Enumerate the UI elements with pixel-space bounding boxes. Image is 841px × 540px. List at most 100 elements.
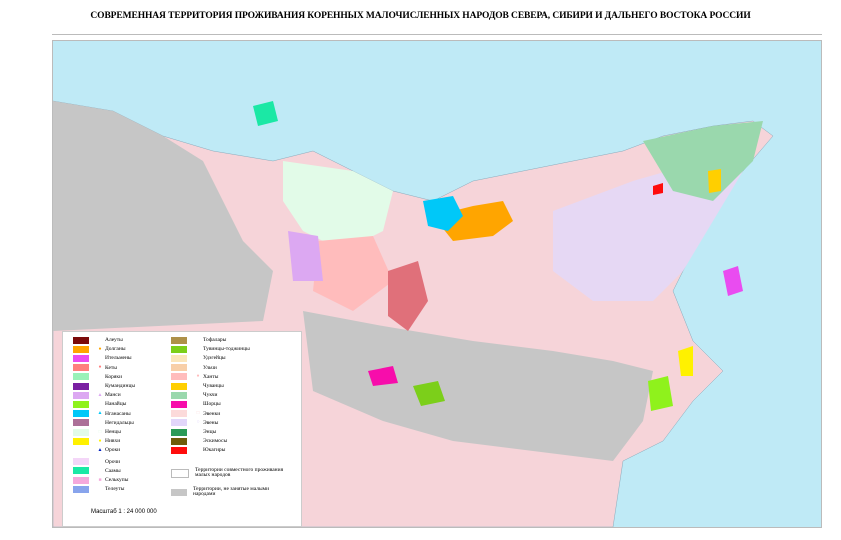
- legend-label: Территории совместного проживания малых …: [195, 467, 284, 478]
- selkup-ket: [388, 261, 428, 331]
- legend-item: Юкагиры: [171, 446, 225, 454]
- legend-swatch: [171, 488, 187, 496]
- legend-swatch: [73, 428, 89, 436]
- legend-swatch: [73, 467, 89, 475]
- legend-swatch: [171, 373, 187, 381]
- legend-label: Ненцы: [105, 429, 121, 435]
- legend-label: Удэгейцы: [203, 355, 226, 362]
- legend-symbol-icon: ●: [98, 365, 102, 371]
- legend-item: Чуванцы: [171, 382, 224, 390]
- nivkh: [678, 346, 693, 376]
- legend-item: Нанайцы: [73, 400, 126, 408]
- legend-item: Энцы: [171, 428, 216, 436]
- yukagir: [653, 183, 663, 195]
- legend-label: Саамы: [105, 467, 121, 474]
- tuvin-todzhin: [413, 381, 445, 406]
- legend-symbol-icon: ■: [98, 477, 102, 483]
- legend-item-none: Территории, не занятые малыми народами: [171, 484, 283, 500]
- legend-item: Коряки: [73, 373, 122, 381]
- legend-swatch: [171, 428, 187, 436]
- legend-item: ▲ Нганасаны: [73, 410, 131, 418]
- legend-swatch: [171, 410, 187, 418]
- legend-item: □ Ненцы: [73, 428, 121, 436]
- legend-swatch: [171, 336, 187, 344]
- legend-label: Ульчи: [203, 364, 217, 371]
- legend-label: Тофалары: [203, 337, 227, 343]
- legend-label: Юкагиры: [203, 447, 226, 454]
- legend-swatch: [171, 345, 187, 353]
- legend-symbol-icon: ▲: [97, 411, 103, 417]
- nanai: [648, 376, 673, 411]
- legend-symbol-icon: □: [196, 411, 200, 417]
- legend-label: Кеты: [105, 364, 117, 371]
- legend-swatch: [73, 345, 89, 353]
- divider: [52, 34, 822, 35]
- legend-label: Коряки: [105, 373, 123, 380]
- legend-item: Шорцы: [171, 400, 221, 408]
- legend-item: Тувинцы-тоджинцы: [171, 345, 250, 353]
- scale-label: Масштаб 1 : 24 000 000: [91, 509, 157, 515]
- legend-swatch: [171, 419, 187, 427]
- legend-symbol-icon: ●: [98, 346, 102, 352]
- legend-swatch: [73, 419, 89, 427]
- nganasan: [423, 196, 463, 231]
- legend-item: Удэгейцы: [171, 354, 226, 362]
- legend-label: Шорцы: [203, 401, 221, 408]
- legend-item: ■ Селькупы: [73, 476, 128, 484]
- legend-item: Негидальцы: [73, 419, 134, 427]
- legend-item: Саамы: [73, 467, 121, 475]
- legend-item: ○ Эвены: [171, 419, 218, 427]
- legend-label: Тувинцы-тоджинцы: [203, 346, 250, 353]
- legend-item-joint: Территории совместного проживания малых …: [171, 465, 285, 481]
- legend-swatch: [171, 446, 187, 454]
- map-title: СОВРЕМЕННАЯ ТЕРРИТОРИЯ ПРОЖИВАНИЯ КОРЕНН…: [90, 11, 751, 21]
- legend-symbol-icon: ▲: [97, 392, 103, 398]
- gray-territory-south: [303, 311, 653, 461]
- legend-swatch: [73, 382, 89, 390]
- legend-swatch: [73, 447, 89, 454]
- saami: [253, 101, 278, 126]
- legend-swatch: [171, 382, 187, 390]
- legend-swatch: [73, 458, 89, 466]
- legend-item: ▲ Ороки: [73, 446, 121, 454]
- legend-item: Эскимосы: [171, 437, 227, 445]
- legend-label: Долганы: [105, 346, 126, 353]
- legend-swatch: [73, 336, 89, 344]
- legend-item: Ительмены: [73, 354, 132, 362]
- legend: Алеуты ● Долганы Ительмены ● Кеты Коряки Куманд…: [62, 331, 302, 527]
- legend-label: Эвенки: [203, 410, 221, 417]
- legend-label: Эвены: [203, 419, 219, 426]
- legend-swatch: [171, 468, 189, 478]
- legend-label: Нанайцы: [105, 401, 127, 408]
- nenets: [283, 161, 393, 251]
- legend-label: Чуванцы: [203, 383, 224, 389]
- legend-item: ▲ Манси: [73, 391, 121, 399]
- legend-swatch: [73, 373, 89, 381]
- legend-item: Ульчи: [171, 364, 217, 372]
- legend-swatch: [73, 364, 89, 372]
- legend-swatch: [73, 410, 89, 418]
- legend-label: Телеуты: [105, 486, 125, 493]
- legend-item: ● Кеты: [73, 364, 117, 372]
- legend-symbol-icon: ●: [98, 438, 102, 444]
- legend-swatch: [73, 437, 89, 445]
- legend-label: Ительмены: [105, 355, 132, 362]
- legend-symbol-icon: □: [98, 429, 102, 435]
- legend-swatch: [73, 354, 89, 362]
- legend-swatch: [73, 391, 89, 399]
- gray-territory-west: [53, 101, 273, 331]
- itelmen: [723, 266, 743, 296]
- legend-swatch: [171, 391, 187, 399]
- legend-symbol-icon: ●: [196, 374, 200, 380]
- legend-label: Ороки: [105, 447, 121, 454]
- legend-swatch: [171, 364, 187, 372]
- legend-swatch: [171, 400, 187, 408]
- legend-symbol-icon: ○: [196, 420, 200, 426]
- legend-label: Селькупы: [105, 477, 129, 483]
- legend-label: Чукчи: [203, 392, 218, 399]
- legend-label: Негидальцы: [105, 419, 134, 426]
- legend-swatch: [73, 476, 89, 484]
- legend-swatch: [171, 354, 187, 362]
- legend-item: ● Нивхи: [73, 437, 120, 445]
- legend-label: Нганасаны: [105, 410, 131, 417]
